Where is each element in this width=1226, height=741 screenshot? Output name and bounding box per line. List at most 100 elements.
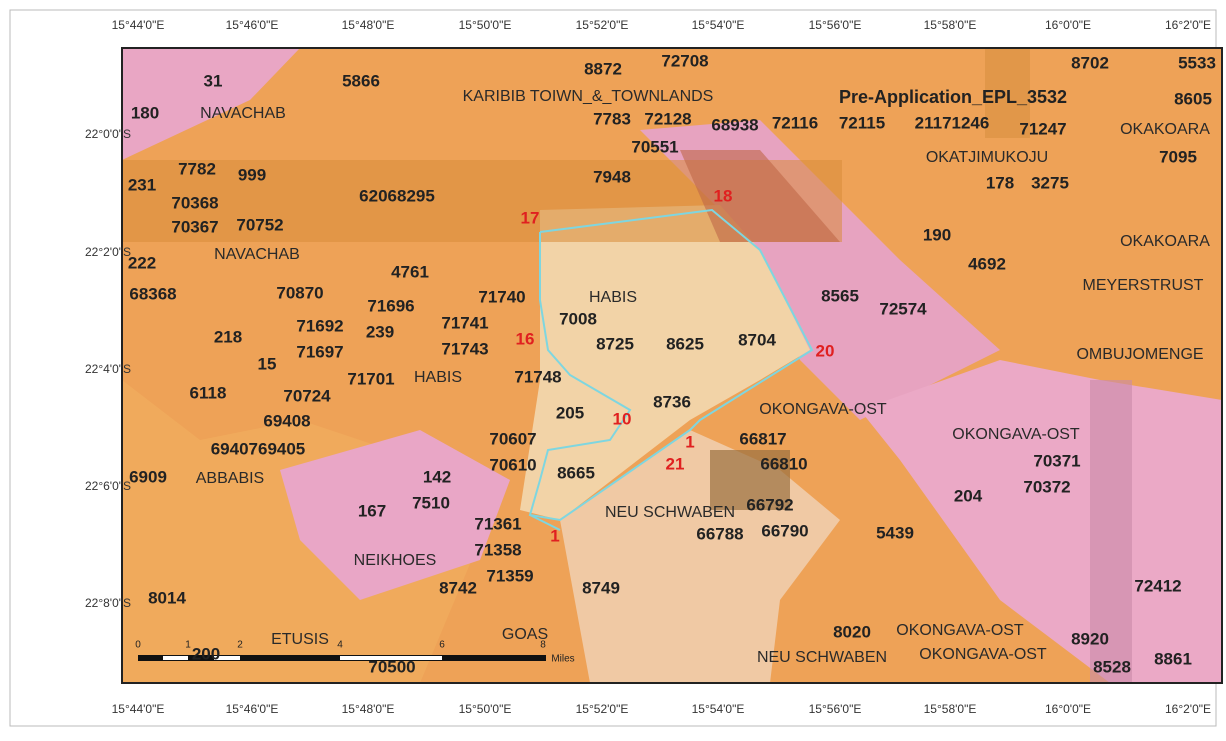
farm-name: OKATJIMUKOJU [926, 149, 1048, 166]
parcel-label: 222 [128, 253, 156, 272]
pink-area [280, 430, 510, 600]
farm-name: GOAS [502, 626, 548, 643]
farm-name: OKONGAVA-OST [896, 622, 1024, 639]
epl-boundary [529, 514, 561, 531]
parcel-label: 72412 [1134, 576, 1181, 595]
lon-tick-label-bottom: 15°50'0"E [459, 702, 512, 716]
lon-tick-label-bottom: 15°48'0"E [342, 702, 395, 716]
band [1090, 380, 1132, 683]
lon-tick-label-bottom: 15°58'0"E [924, 702, 977, 716]
lon-tick-label-bottom: 15°44'0"E [112, 702, 165, 716]
pink-area [122, 48, 300, 160]
annotation: Pre-Application_EPL_3532 [839, 87, 1067, 107]
band [985, 48, 1030, 138]
vertex-label: 10 [613, 409, 632, 428]
lon-tick-label-top: 15°54'0"E [692, 18, 745, 32]
parcel-label: 70500 [368, 657, 415, 676]
parcel-label: 200 [192, 644, 220, 663]
vertex-label: 17 [521, 208, 540, 227]
parcel-label: 8736 [653, 392, 691, 411]
parcel-label: 8020 [833, 622, 871, 641]
parcel-label: 8702 [1071, 53, 1109, 72]
parcel-label: 68938 [711, 115, 758, 134]
parcel-label: 70551 [631, 137, 678, 156]
parcel-label: 8665 [557, 463, 595, 482]
scale-label: 0 [135, 640, 141, 651]
parcel-label: 8749 [582, 578, 620, 597]
scale-label: 4 [337, 640, 343, 651]
parcel-label: 8625 [666, 334, 704, 353]
parcel-label: 6940769405 [211, 439, 306, 458]
farm-name: KARIBIB TOIWN_&_TOWNLANDS [463, 88, 714, 105]
lat-tick-label: 22°8'0"S [85, 596, 131, 610]
lat-tick-label: 22°6'0"S [85, 479, 131, 493]
parcel-label: 999 [238, 165, 266, 184]
lon-tick-label-top: 15°48'0"E [342, 18, 395, 32]
parcel-label: 70367 [171, 217, 218, 236]
parcel-label: 69408 [263, 411, 310, 430]
farm-name: NEIKHOES [354, 552, 437, 569]
parcel-label: 70371 [1033, 451, 1080, 470]
parcel-label: 62068295 [359, 186, 435, 205]
parcel-label: 71701 [347, 369, 394, 388]
parcel-label: 7095 [1159, 147, 1197, 166]
scale-unit: Miles [551, 654, 574, 665]
parcel-label: 8704 [738, 330, 776, 349]
lat-tick-label: 22°2'0"S [85, 245, 131, 259]
parcel-label: 66817 [739, 429, 786, 448]
dark-block [710, 450, 790, 510]
parcel-label: 72708 [661, 51, 708, 70]
parcel-label: 70607 [489, 429, 536, 448]
scale-label: 1 [185, 640, 191, 651]
parcel-label: 3275 [1031, 173, 1069, 192]
parcel-label: 8565 [821, 286, 859, 305]
lon-tick-label-top: 16°2'0"E [1165, 18, 1211, 32]
lon-tick-label-top: 15°50'0"E [459, 18, 512, 32]
parcel-label: 8861 [1154, 649, 1192, 668]
scale-bar [138, 655, 546, 661]
parcel-label: 70372 [1023, 477, 1070, 496]
farm-name: NAVACHAB [200, 105, 286, 122]
parcel-label: 8725 [596, 334, 634, 353]
parcel-label: 4761 [391, 262, 429, 281]
parcel-label: 15 [258, 354, 277, 373]
scale-label: 8 [540, 640, 546, 651]
farm-name: NEU SCHWABEN [757, 649, 887, 666]
scale-bar-segment [214, 656, 240, 660]
parcel-label: 71696 [367, 296, 414, 315]
parcel-label: 5866 [342, 71, 380, 90]
lon-tick-label-top: 15°44'0"E [112, 18, 165, 32]
parcel-label: 7510 [412, 493, 450, 512]
parcel-label: 5533 [1178, 53, 1216, 72]
parcel-label: 4692 [968, 254, 1006, 273]
parcel-label: 142 [423, 467, 451, 486]
lon-tick-label-bottom: 15°52'0"E [576, 702, 629, 716]
parcel-label: 8528 [1093, 657, 1131, 676]
parcel-label: 71743 [441, 339, 488, 358]
parcel-label: 205 [556, 403, 584, 422]
lon-tick-label-top: 15°58'0"E [924, 18, 977, 32]
parcel-label: 204 [954, 486, 983, 505]
parcel-label: 5439 [876, 523, 914, 542]
vertex-label: 16 [516, 329, 535, 348]
lon-tick-label-bottom: 16°0'0"E [1045, 702, 1091, 716]
parcel-label: 8920 [1071, 629, 1109, 648]
farm-name: OKONGAVA-OST [759, 401, 887, 418]
parcel-label: 68368 [129, 284, 176, 303]
parcel-label: 72115 [839, 113, 885, 132]
parcel-label: 8014 [148, 588, 186, 607]
parcel-label: 8605 [1174, 89, 1212, 108]
parcel-label: 71358 [474, 540, 521, 559]
parcel-label: 239 [366, 322, 394, 341]
parcel-label: 7783 [593, 109, 631, 128]
lat-tick-label: 22°4'0"S [85, 362, 131, 376]
farm-name: OKONGAVA-OST [952, 426, 1080, 443]
scale-label: 2 [237, 640, 243, 651]
parcel-label: 180 [131, 103, 159, 122]
parcel-label: 71359 [486, 566, 533, 585]
parcel-label: 6118 [190, 383, 227, 402]
parcel-label: 31 [204, 71, 223, 90]
lon-tick-label-bottom: 15°46'0"E [226, 702, 279, 716]
lon-tick-label-bottom: 15°56'0"E [809, 702, 862, 716]
farm-name: ABBABIS [196, 470, 264, 487]
